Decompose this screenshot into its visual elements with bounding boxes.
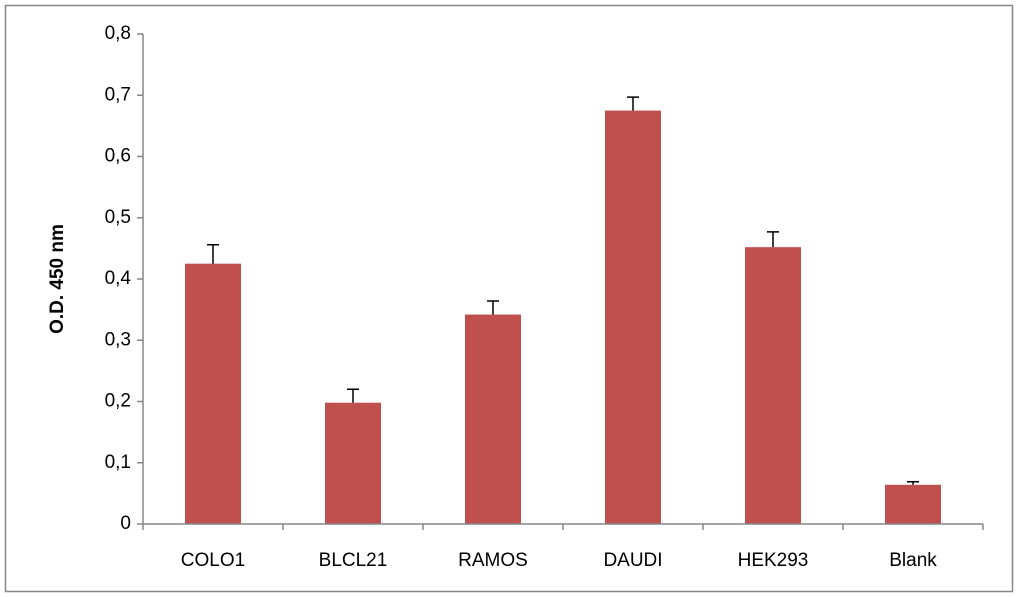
x-tick-label: HEK293 <box>738 550 809 571</box>
y-tick-label: 0,2 <box>105 391 131 412</box>
bar <box>605 110 661 524</box>
bar <box>745 247 801 524</box>
y-tick-label: 0,1 <box>105 452 131 473</box>
x-tick-label: BLCL21 <box>319 550 388 571</box>
bar <box>465 314 521 524</box>
y-tick-label: 0,4 <box>105 268 132 289</box>
error-bar <box>907 480 919 485</box>
bar <box>325 402 381 524</box>
bar <box>885 484 941 524</box>
error-bar <box>627 96 639 111</box>
x-tick-label: RAMOS <box>458 550 528 571</box>
x-tick-label: Blank <box>889 550 937 571</box>
y-tick-label: 0,7 <box>105 84 131 105</box>
x-tick-label: COLO1 <box>181 550 245 571</box>
error-bar <box>767 231 779 248</box>
y-tick-label: 0,8 <box>105 23 131 44</box>
error-bar <box>347 388 359 403</box>
y-axis-label: O.D. 450 nm <box>47 224 68 334</box>
error-bar <box>207 243 219 264</box>
x-tick-label: DAUDI <box>603 550 662 571</box>
y-tick-label: 0 <box>120 513 131 534</box>
error-bar <box>487 300 499 315</box>
y-tick-label: 0,5 <box>105 207 131 228</box>
y-tick-label: 0,6 <box>105 146 131 167</box>
y-tick-label: 0,3 <box>105 329 131 350</box>
bar <box>185 263 241 524</box>
